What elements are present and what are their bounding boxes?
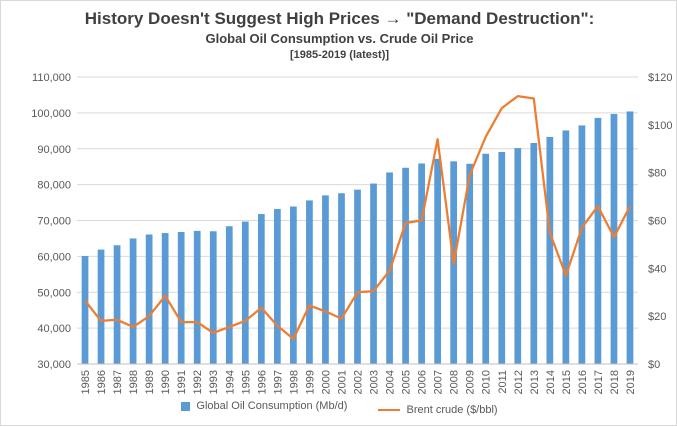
bar (418, 163, 425, 364)
bar (225, 226, 233, 364)
x-tick-label: 1986 (96, 370, 108, 394)
bar (498, 151, 506, 364)
y-left-tick-label: 110,000 (32, 72, 71, 84)
bar (322, 195, 329, 364)
bar (482, 153, 490, 364)
bar (145, 234, 153, 364)
x-tick-label: 2015 (561, 370, 573, 394)
bar (193, 230, 201, 364)
bar (466, 163, 474, 364)
bar (113, 245, 121, 364)
legend-label-brent: Brent crude ($/bbl) (406, 403, 498, 416)
bar (610, 113, 618, 364)
y-left-tick-label: 100,000 (31, 108, 71, 120)
x-tick-label: 1995 (240, 370, 252, 394)
x-tick-label: 1988 (128, 370, 140, 394)
x-tick-label: 2010 (481, 370, 493, 394)
y-right-tick-label: $80 (648, 168, 666, 180)
legend-swatch-brent (378, 408, 401, 411)
bar (257, 214, 265, 364)
x-tick-label: 2001 (336, 370, 348, 394)
bar (594, 117, 602, 365)
chart-subtitle: Global Oil Consumption vs. Crude Oil Pri… (205, 31, 474, 46)
y-left-tick-label: 40,000 (37, 323, 71, 335)
bar (434, 158, 442, 364)
bar (209, 231, 217, 364)
bar (273, 209, 281, 364)
x-tick-label: 1985 (80, 370, 92, 394)
x-tick-label: 1990 (160, 370, 172, 394)
y-right-tick-label: $120 (648, 72, 672, 84)
bar (546, 136, 554, 364)
x-tick-label: 2014 (545, 370, 557, 394)
x-tick-label: 1998 (288, 370, 300, 394)
y-right-tick-label: $100 (648, 120, 672, 132)
bar (626, 111, 634, 364)
x-tick-label: 1999 (304, 370, 316, 394)
y-right-tick-label: $40 (648, 263, 666, 275)
y-left-tick-label: 80,000 (37, 180, 71, 192)
x-tick-label: 2018 (609, 370, 621, 394)
bar (290, 206, 297, 364)
title-block: History Doesn't Suggest High Prices → "D… (1, 1, 677, 62)
x-tick-label: 2019 (625, 370, 637, 394)
chart-date-range: [1985-2019 (latest)] (289, 49, 390, 61)
x-tick-label: 1996 (256, 370, 268, 394)
x-tick-label: 2017 (593, 370, 605, 394)
y-right-tick-label: $0 (648, 359, 660, 371)
x-tick-label: 2012 (513, 370, 525, 394)
legend-label-consumption: Global Oil Consumption (Mb/d) (196, 400, 348, 412)
x-tick-label: 2003 (369, 370, 381, 394)
x-tick-label: 2007 (433, 370, 445, 394)
x-tick-label: 1992 (192, 370, 204, 394)
bar (81, 256, 89, 364)
bar (530, 143, 538, 364)
bar (354, 189, 361, 364)
x-tick-label: 1994 (224, 370, 236, 394)
x-tick-label: 2000 (320, 370, 332, 394)
x-tick-label: 2009 (465, 370, 477, 394)
y-left-tick-label: 60,000 (37, 251, 71, 263)
x-tick-label: 2008 (449, 370, 461, 394)
x-tick-label: 2006 (417, 370, 429, 394)
legend-item-brent: Brent crude ($/bbl) (378, 403, 498, 416)
bar (177, 231, 185, 364)
x-tick-label: 1997 (272, 370, 284, 394)
y-left-tick-label: 90,000 (37, 144, 71, 156)
legend-swatch-consumption (181, 401, 191, 411)
y-left-tick-label: 30,000 (37, 359, 71, 371)
x-tick-label: 2011 (497, 370, 509, 394)
x-tick-label: 2004 (385, 370, 397, 394)
bar (306, 200, 313, 364)
y-right-tick-label: $20 (648, 311, 666, 323)
brent-price-line (84, 94, 632, 341)
legend-item-consumption: Global Oil Consumption (Mb/d) (181, 400, 347, 412)
x-tick-label: 2002 (353, 370, 365, 394)
legend: Global Oil Consumption (Mb/d) Brent crud… (1, 400, 677, 416)
bar (97, 249, 105, 364)
x-tick-label: 2005 (401, 370, 413, 394)
y-left-tick-label: 70,000 (37, 216, 71, 228)
bar (402, 167, 409, 364)
x-tick-label: 1989 (144, 370, 156, 394)
bar (370, 183, 377, 364)
x-tick-label: 2013 (529, 370, 541, 394)
x-tick-label: 1993 (208, 370, 220, 394)
bar (562, 130, 570, 364)
bar (129, 238, 137, 364)
bar (514, 148, 522, 364)
y-left-tick-label: 50,000 (37, 287, 71, 299)
x-tick-label: 1987 (112, 370, 124, 394)
y-right-tick-label: $60 (648, 216, 666, 228)
bar (338, 193, 345, 364)
bar (161, 233, 169, 364)
bar (241, 221, 249, 364)
x-tick-label: 2016 (577, 370, 589, 394)
x-tick-label: 1991 (176, 370, 188, 394)
bar (578, 125, 586, 365)
chart-title: History Doesn't Suggest High Prices → "D… (84, 9, 595, 28)
